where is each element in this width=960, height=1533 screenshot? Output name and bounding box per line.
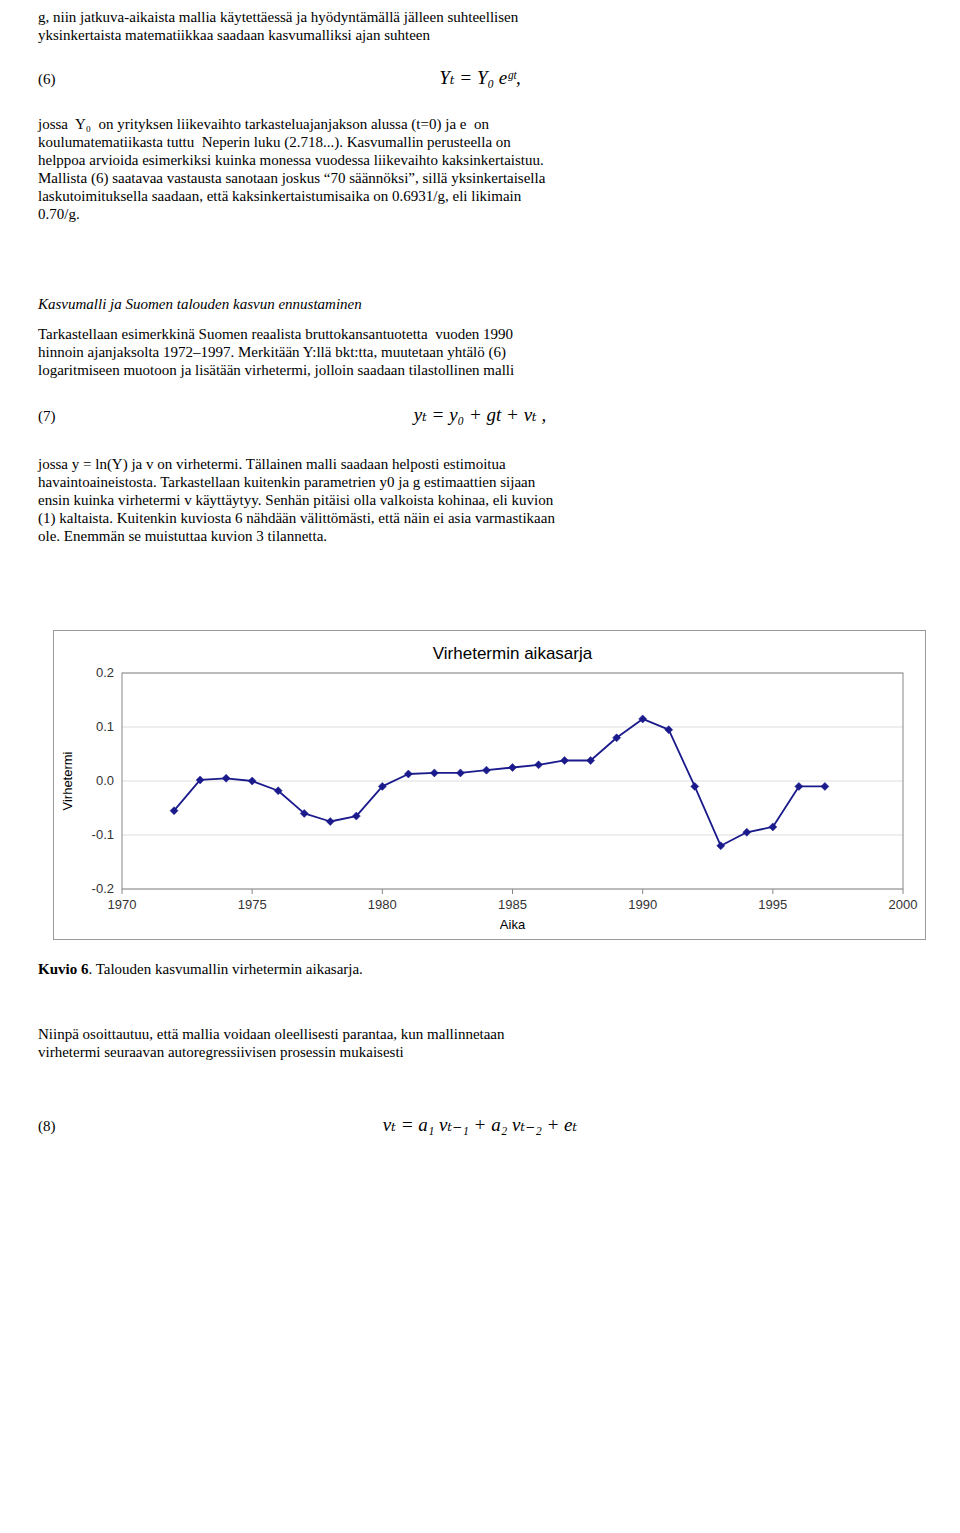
paragraph-line: hinnoin ajanjaksolta 1972–1997. Merkitää… xyxy=(38,343,506,361)
x-tick-label: 1990 xyxy=(628,897,657,912)
paragraph-line: g, niin jatkuva-aikaista mallia käytettä… xyxy=(38,8,518,26)
paragraph-line: ensin kuinka virhetermi v käyttäytyy. Se… xyxy=(38,491,553,509)
equation: Yₜ = Y₀ eᵍᵗ, xyxy=(439,66,520,89)
data-point xyxy=(717,842,725,850)
y-tick-label: 0.2 xyxy=(96,665,114,680)
paragraph-line: laskutoimituksella saadaan, että kaksink… xyxy=(38,187,521,205)
section-heading: Kasvumalli ja Suomen talouden kasvun enn… xyxy=(38,295,362,313)
y-tick-label: 0.1 xyxy=(96,719,114,734)
x-tick-label: 1975 xyxy=(238,897,267,912)
data-point xyxy=(795,782,803,790)
data-point xyxy=(821,782,829,790)
paragraph-line: koulumatematiikasta tuttu Neperin luku (… xyxy=(38,133,511,151)
equation: vₜ = a₁ vₜ₋₁ + a₂ vₜ₋₂ + eₜ xyxy=(383,1113,577,1136)
data-point xyxy=(274,787,282,795)
x-tick-label: 1970 xyxy=(108,897,137,912)
plot-area xyxy=(170,715,829,850)
data-point xyxy=(430,769,438,777)
y-tick-label: -0.1 xyxy=(92,827,114,842)
x-tick-label: 1980 xyxy=(368,897,397,912)
paragraph-line: Tarkastellaan esimerkkinä Suomen reaalis… xyxy=(38,325,513,343)
data-point xyxy=(743,828,751,836)
data-point xyxy=(170,807,178,815)
paragraph-line: ole. Enemmän se muistuttaa kuvion 3 tila… xyxy=(38,527,327,545)
data-point xyxy=(196,776,204,784)
data-point xyxy=(561,756,569,764)
data-point xyxy=(691,782,699,790)
paragraph-line: Mallista (6) saatavaa vastausta sanotaan… xyxy=(38,169,545,187)
x-tick xyxy=(122,889,123,894)
data-point xyxy=(665,726,673,734)
y-tick-label: -0.2 xyxy=(92,881,114,896)
paragraph-line: 0.70/g. xyxy=(38,205,80,223)
data-point xyxy=(535,761,543,769)
chart: -0.2 -0.1 0.0 0.1 0.2 1970 1975 1980 1985 1990 199… xyxy=(54,631,925,939)
plot-frame xyxy=(122,673,903,889)
data-point xyxy=(326,818,334,826)
caption: Kuvio 6. Talouden kasvumallin virhetermi… xyxy=(38,960,363,978)
paragraph-line: (1) kaltaista. Kuitenkin kuviosta 6 nähd… xyxy=(38,509,555,527)
data-point xyxy=(404,770,412,778)
x-tick-label: 1995 xyxy=(758,897,787,912)
chart-box: -0.2 -0.1 0.0 0.1 0.2 1970 1975 1980 1985 1990 199… xyxy=(53,630,926,940)
x-tick xyxy=(772,889,773,894)
x-tick xyxy=(252,889,253,894)
data-point xyxy=(222,774,230,782)
data-point xyxy=(248,777,256,785)
equation: yₜ = y₀ + gt + vₜ , xyxy=(414,403,547,426)
y-tick-label: 0.0 xyxy=(96,773,114,788)
paragraph-line: jossa Y₀ on yrityksen liikevaihto tarkas… xyxy=(38,115,489,133)
data-point xyxy=(613,734,621,742)
paragraph-line: yksinkertaista matematiikkaa saadaan kas… xyxy=(38,26,430,44)
data-point xyxy=(587,756,595,764)
y-axis-label: Virhetermi xyxy=(60,751,75,810)
data-line xyxy=(174,719,825,846)
data-point xyxy=(769,823,777,831)
equation-number: (7) xyxy=(38,407,56,425)
grid-line xyxy=(122,835,903,836)
data-point xyxy=(639,715,647,723)
data-point xyxy=(352,812,360,820)
x-tick-label: 1985 xyxy=(498,897,527,912)
equation-number: (6) xyxy=(38,70,56,88)
grid-line xyxy=(122,727,903,728)
paragraph-line: Niinpä osoittautuu, että mallia voidaan … xyxy=(38,1025,505,1043)
grid-line xyxy=(122,781,903,782)
paragraph-line: helppoa arvioida esimerkiksi kuinka mone… xyxy=(38,151,544,169)
data-point xyxy=(456,769,464,777)
paragraph-line: jossa y = ln(Y) ja v on virhetermi. Täll… xyxy=(38,455,506,473)
x-tick xyxy=(382,889,383,894)
data-point xyxy=(378,782,386,790)
chart-title: Virhetermin aikasarja xyxy=(433,644,593,663)
x-tick xyxy=(903,889,904,894)
x-tick-label: 2000 xyxy=(889,897,918,912)
paragraph-line: logaritmiseen muotoon ja lisätään virhet… xyxy=(38,361,514,379)
data-point xyxy=(300,809,308,817)
x-tick xyxy=(512,889,513,894)
x-tick xyxy=(642,889,643,894)
equation-number: (8) xyxy=(38,1117,56,1135)
caption-text: . Talouden kasvumallin virhetermin aikas… xyxy=(88,961,362,977)
data-point xyxy=(482,766,490,774)
data-point xyxy=(509,764,517,772)
paragraph-line: virhetermi seuraavan autoregressiivisen … xyxy=(38,1043,404,1061)
x-axis-label: Aika xyxy=(500,917,526,932)
paragraph-line: havaintoaineistosta. Tarkastellaan kuite… xyxy=(38,473,535,491)
caption-label: Kuvio 6 xyxy=(38,961,88,977)
